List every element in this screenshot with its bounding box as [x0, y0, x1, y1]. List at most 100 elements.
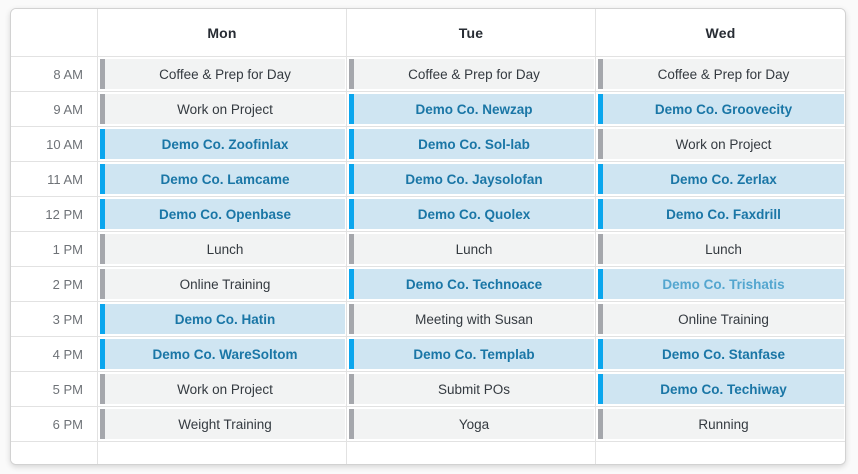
event-label: Lunch	[206, 241, 244, 257]
event-block[interactable]: Demo Co. Sol-lab	[349, 129, 594, 159]
event-block[interactable]: Demo Co. Openbase	[100, 199, 345, 229]
event-block[interactable]: Demo Co. Quolex	[349, 199, 594, 229]
time-label: 6 PM	[11, 407, 98, 442]
event-block[interactable]: Work on Project	[100, 374, 345, 404]
event-label: Lunch	[455, 241, 493, 257]
time-slot-cell: Lunch	[596, 232, 845, 267]
time-label	[11, 442, 98, 464]
event-block[interactable]: Demo Co. Technoace	[349, 269, 594, 299]
time-slot-cell: Demo Co. Stanfase	[596, 337, 845, 372]
time-slot-cell: Demo Co. Newzap	[347, 92, 596, 127]
event-label: Work on Project	[177, 101, 273, 117]
time-label: 3 PM	[11, 302, 98, 337]
time-label: 1 PM	[11, 232, 98, 267]
time-slot-cell: Demo Co. Groovecity	[596, 92, 845, 127]
time-slot-cell	[98, 442, 347, 464]
event-label: Demo Co. Groovecity	[654, 101, 793, 117]
event-block[interactable]: Demo Co. Stanfase	[598, 339, 844, 369]
event-block[interactable]: Coffee & Prep for Day	[100, 59, 345, 89]
event-label: Demo Co. Sol-lab	[418, 136, 530, 152]
event-block[interactable]: Demo Co. Lamcame	[100, 164, 345, 194]
event-block[interactable]: Work on Project	[100, 94, 345, 124]
event-label: Coffee & Prep for Day	[657, 66, 790, 82]
event-block[interactable]: Running	[598, 409, 844, 439]
event-block[interactable]: Demo Co. Jaysolofan	[349, 164, 594, 194]
time-label: 4 PM	[11, 337, 98, 372]
event-label: Submit POs	[437, 381, 511, 397]
time-slot-cell: Coffee & Prep for Day	[347, 57, 596, 92]
event-label: Online Training	[179, 276, 271, 292]
event-block[interactable]: Demo Co. Faxdrill	[598, 199, 844, 229]
event-label: Demo Co. Zerlax	[670, 171, 777, 187]
event-label: Coffee & Prep for Day	[159, 66, 291, 82]
time-slot-cell: Demo Co. Sol-lab	[347, 127, 596, 162]
event-block[interactable]: Demo Co. WareSoltom	[100, 339, 345, 369]
time-slot-cell: Demo Co. Faxdrill	[596, 197, 845, 232]
event-label: Lunch	[705, 241, 742, 257]
event-block[interactable]: Work on Project	[598, 129, 844, 159]
time-label: 10 AM	[11, 127, 98, 162]
time-slot-cell: Coffee & Prep for Day	[596, 57, 845, 92]
event-block[interactable]: Demo Co. Hatin	[100, 304, 345, 334]
time-slot-cell: Demo Co. Techiway	[596, 372, 845, 407]
event-block[interactable]: Online Training	[100, 269, 345, 299]
event-block[interactable]: Lunch	[100, 234, 345, 264]
time-label: 5 PM	[11, 372, 98, 407]
event-block[interactable]: Coffee & Prep for Day	[598, 59, 844, 89]
event-label: Demo Co. Openbase	[158, 206, 292, 222]
schedule-calendar: Mon Tue Wed 8 AM Coffee & Prep for Day Cof…	[10, 8, 846, 465]
event-block[interactable]: Online Training	[598, 304, 844, 334]
event-block[interactable]: Yoga	[349, 409, 594, 439]
event-block[interactable]: Submit POs	[349, 374, 594, 404]
time-slot-cell: Weight Training	[98, 407, 347, 442]
event-label: Demo Co. Newzap	[415, 101, 533, 117]
time-slot-cell: Yoga	[347, 407, 596, 442]
time-slot-cell: Demo Co. Jaysolofan	[347, 162, 596, 197]
event-block[interactable]: Coffee & Prep for Day	[349, 59, 594, 89]
event-block[interactable]: Demo Co. Templab	[349, 339, 594, 369]
time-slot-cell: Running	[596, 407, 845, 442]
day-header-tue: Tue	[347, 9, 596, 57]
event-block[interactable]: Demo Co. Zerlax	[598, 164, 844, 194]
event-label: Running	[698, 416, 749, 432]
time-slot-cell: Lunch	[98, 232, 347, 267]
time-slot-cell: Work on Project	[98, 92, 347, 127]
event-block[interactable]: Lunch	[349, 234, 594, 264]
event-label: Demo Co. Techiway	[660, 381, 787, 397]
event-label: Demo Co. Jaysolofan	[405, 171, 543, 187]
time-slot-cell: Demo Co. Hatin	[98, 302, 347, 337]
event-block[interactable]: Lunch	[598, 234, 844, 264]
time-slot-cell: Online Training	[98, 267, 347, 302]
time-slot-cell: Lunch	[347, 232, 596, 267]
event-block[interactable]: Demo Co. Zoofinlax	[100, 129, 345, 159]
event-label: Coffee & Prep for Day	[408, 66, 540, 82]
corner-cell	[11, 9, 98, 57]
event-block[interactable]: Demo Co. Trishatis	[598, 269, 844, 299]
event-label: Demo Co. Stanfase	[661, 346, 786, 362]
event-label: Demo Co. Lamcame	[160, 171, 290, 187]
day-header-mon: Mon	[98, 9, 347, 57]
time-label: 12 PM	[11, 197, 98, 232]
event-label: Yoga	[458, 416, 490, 432]
event-label: Demo Co. Quolex	[417, 206, 531, 222]
event-block[interactable]: Demo Co. Newzap	[349, 94, 594, 124]
time-label: 2 PM	[11, 267, 98, 302]
time-slot-cell: Meeting with Susan	[347, 302, 596, 337]
event-label: Work on Project	[675, 136, 772, 152]
time-slot-cell: Demo Co. Openbase	[98, 197, 347, 232]
event-block[interactable]: Meeting with Susan	[349, 304, 594, 334]
time-slot-cell	[596, 442, 845, 464]
time-slot-cell: Work on Project	[98, 372, 347, 407]
event-block[interactable]: Demo Co. Techiway	[598, 374, 844, 404]
event-label: Meeting with Susan	[415, 311, 533, 327]
time-label: 9 AM	[11, 92, 98, 127]
time-slot-cell: Online Training	[596, 302, 845, 337]
time-slot-cell: Demo Co. Zoofinlax	[98, 127, 347, 162]
event-block[interactable]: Weight Training	[100, 409, 345, 439]
time-slot-cell: Demo Co. Technoace	[347, 267, 596, 302]
event-label: Demo Co. Faxdrill	[666, 206, 781, 222]
event-block[interactable]: Demo Co. Groovecity	[598, 94, 844, 124]
time-slot-cell: Demo Co. Quolex	[347, 197, 596, 232]
time-slot-cell	[347, 442, 596, 464]
event-label: Demo Co. Templab	[413, 346, 535, 362]
